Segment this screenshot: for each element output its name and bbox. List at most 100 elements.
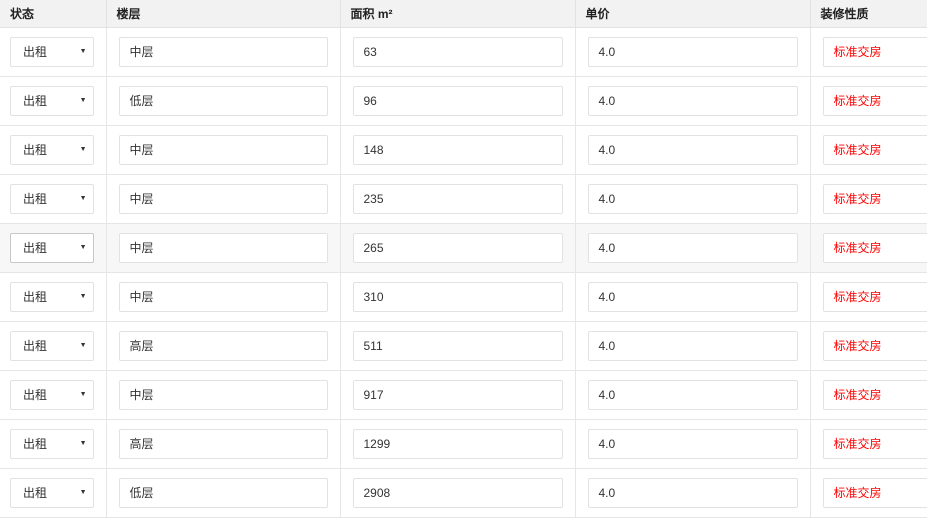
status-value: 出租 xyxy=(23,45,48,59)
area-cell: 96 xyxy=(340,76,576,126)
status-cell: 出租 ▼ xyxy=(0,370,107,420)
floor-input[interactable]: 中层 xyxy=(118,134,328,165)
floor-input[interactable]: 中层 xyxy=(118,36,328,67)
area-cell: 917 xyxy=(340,370,576,420)
price-cell: 4.0 xyxy=(575,370,811,420)
decoration-input[interactable]: 标准交房 xyxy=(822,134,927,165)
status-value: 出租 xyxy=(23,339,48,353)
floor-cell: 中层 xyxy=(106,174,341,224)
area-cell: 235 xyxy=(340,174,576,224)
area-input[interactable]: 265 xyxy=(352,232,563,263)
header-status: 状态 xyxy=(0,0,107,28)
area-cell: 1299 xyxy=(340,419,576,469)
floor-input[interactable]: 高层 xyxy=(118,330,328,361)
area-cell: 310 xyxy=(340,272,576,322)
status-value: 出租 xyxy=(23,192,48,206)
dropdown-arrow-icon: ▼ xyxy=(79,440,87,447)
floor-cell: 中层 xyxy=(106,370,341,420)
status-value: 出租 xyxy=(23,437,48,451)
dropdown-arrow-icon: ▼ xyxy=(79,489,87,496)
floor-input[interactable]: 中层 xyxy=(118,232,328,263)
price-input[interactable]: 4.0 xyxy=(587,428,798,459)
decoration-input[interactable]: 标准交房 xyxy=(822,330,927,361)
decoration-input[interactable]: 标准交房 xyxy=(822,85,927,116)
area-input[interactable]: 917 xyxy=(352,379,563,410)
floor-cell: 中层 xyxy=(106,27,341,77)
status-select[interactable]: 出租 ▼ xyxy=(10,330,94,361)
price-input[interactable]: 4.0 xyxy=(587,85,798,116)
price-cell: 4.0 xyxy=(575,223,811,273)
decoration-input[interactable]: 标准交房 xyxy=(822,183,927,214)
dropdown-arrow-icon: ▼ xyxy=(79,342,87,349)
dropdown-arrow-icon: ▼ xyxy=(79,97,87,104)
status-value: 出租 xyxy=(23,388,48,402)
decoration-input[interactable]: 标准交房 xyxy=(822,36,927,67)
floor-input[interactable]: 中层 xyxy=(118,281,328,312)
status-select[interactable]: 出租 ▼ xyxy=(10,36,94,67)
area-input[interactable]: 96 xyxy=(352,85,563,116)
status-select[interactable]: 出租 ▼ xyxy=(10,281,94,312)
header-price: 单价 xyxy=(575,0,811,28)
floor-cell: 高层 xyxy=(106,419,341,469)
decoration-input[interactable]: 标准交房 xyxy=(822,232,927,263)
dropdown-arrow-icon: ▼ xyxy=(79,146,87,153)
decoration-cell: 标准交房 xyxy=(810,468,927,518)
decoration-cell: 标准交房 xyxy=(810,125,927,175)
status-select[interactable]: 出租 ▼ xyxy=(10,183,94,214)
status-select[interactable]: 出租 ▼ xyxy=(10,85,94,116)
decoration-input[interactable]: 标准交房 xyxy=(822,379,927,410)
status-value: 出租 xyxy=(23,486,48,500)
price-input[interactable]: 4.0 xyxy=(587,183,798,214)
table-row: 出租 ▼ 中层 63 4.0 标准交房 xyxy=(0,27,927,77)
table-row: 出租 ▼ 中层 310 4.0 标准交房 xyxy=(0,272,927,322)
price-input[interactable]: 4.0 xyxy=(587,134,798,165)
decoration-cell: 标准交房 xyxy=(810,174,927,224)
price-cell: 4.0 xyxy=(575,419,811,469)
price-input[interactable]: 4.0 xyxy=(587,232,798,263)
floor-input[interactable]: 中层 xyxy=(118,379,328,410)
price-cell: 4.0 xyxy=(575,125,811,175)
status-cell: 出租 ▼ xyxy=(0,174,107,224)
dropdown-arrow-icon: ▼ xyxy=(79,293,87,300)
area-input[interactable]: 310 xyxy=(352,281,563,312)
floor-cell: 高层 xyxy=(106,321,341,371)
status-cell: 出租 ▼ xyxy=(0,223,107,273)
status-cell: 出租 ▼ xyxy=(0,76,107,126)
floor-cell: 中层 xyxy=(106,125,341,175)
header-decoration: 装修性质 xyxy=(810,0,927,28)
decoration-cell: 标准交房 xyxy=(810,76,927,126)
decoration-input[interactable]: 标准交房 xyxy=(822,477,927,508)
price-input[interactable]: 4.0 xyxy=(587,330,798,361)
floor-input[interactable]: 低层 xyxy=(118,85,328,116)
price-input[interactable]: 4.0 xyxy=(587,281,798,312)
area-cell: 2908 xyxy=(340,468,576,518)
area-input[interactable]: 1299 xyxy=(352,428,563,459)
status-select[interactable]: 出租 ▼ xyxy=(10,477,94,508)
floor-input[interactable]: 中层 xyxy=(118,183,328,214)
table-row: 出租 ▼ 低层 2908 4.0 标准交房 xyxy=(0,468,927,518)
status-select[interactable]: 出租 ▼ xyxy=(10,134,94,165)
dropdown-arrow-icon: ▼ xyxy=(79,195,87,202)
area-input[interactable]: 63 xyxy=(352,36,563,67)
area-input[interactable]: 148 xyxy=(352,134,563,165)
header-area: 面积 m² xyxy=(340,0,576,28)
decoration-input[interactable]: 标准交房 xyxy=(822,428,927,459)
area-input[interactable]: 235 xyxy=(352,183,563,214)
price-input[interactable]: 4.0 xyxy=(587,379,798,410)
area-input[interactable]: 2908 xyxy=(352,477,563,508)
table-row: 出租 ▼ 高层 511 4.0 标准交房 xyxy=(0,321,927,371)
decoration-input[interactable]: 标准交房 xyxy=(822,281,927,312)
status-cell: 出租 ▼ xyxy=(0,27,107,77)
status-select[interactable]: 出租 ▼ xyxy=(10,379,94,410)
status-select[interactable]: 出租 ▼ xyxy=(10,232,94,263)
status-select[interactable]: 出租 ▼ xyxy=(10,428,94,459)
floor-input[interactable]: 低层 xyxy=(118,477,328,508)
floor-input[interactable]: 高层 xyxy=(118,428,328,459)
area-input[interactable]: 511 xyxy=(352,330,563,361)
table-row: 出租 ▼ 中层 148 4.0 标准交房 xyxy=(0,125,927,175)
price-input[interactable]: 4.0 xyxy=(587,36,798,67)
status-value: 出租 xyxy=(23,143,48,157)
price-input[interactable]: 4.0 xyxy=(587,477,798,508)
area-cell: 265 xyxy=(340,223,576,273)
